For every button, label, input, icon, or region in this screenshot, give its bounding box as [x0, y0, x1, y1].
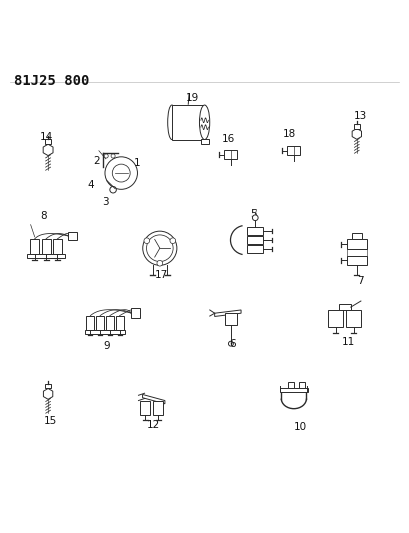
Bar — [347, 249, 367, 255]
Circle shape — [157, 261, 163, 266]
Circle shape — [143, 231, 177, 265]
Bar — [27, 254, 65, 259]
Bar — [153, 401, 163, 415]
Circle shape — [146, 235, 173, 262]
Bar — [225, 313, 236, 326]
Text: 7: 7 — [357, 276, 364, 286]
Polygon shape — [43, 389, 53, 399]
Bar — [106, 316, 114, 330]
Text: 81J25 800: 81J25 800 — [13, 74, 89, 87]
Bar — [53, 239, 62, 254]
Text: 6: 6 — [229, 338, 236, 349]
Bar — [225, 150, 237, 159]
Circle shape — [252, 215, 258, 221]
Polygon shape — [352, 128, 362, 139]
Bar — [201, 139, 209, 144]
Circle shape — [144, 238, 150, 244]
Text: 11: 11 — [342, 337, 355, 346]
Bar — [339, 304, 351, 310]
Bar — [346, 310, 361, 327]
Text: 5: 5 — [250, 209, 256, 219]
Bar — [247, 236, 263, 244]
Circle shape — [170, 238, 175, 244]
Circle shape — [104, 154, 108, 158]
Bar — [96, 316, 104, 330]
Text: 12: 12 — [147, 420, 160, 430]
Bar — [85, 330, 125, 334]
Bar — [288, 146, 300, 155]
Bar — [247, 245, 263, 253]
Text: 1: 1 — [134, 158, 141, 168]
Bar — [86, 316, 94, 330]
Bar — [299, 382, 305, 388]
Text: 18: 18 — [283, 130, 297, 140]
Bar — [347, 255, 367, 265]
Bar — [288, 382, 294, 388]
Circle shape — [111, 154, 115, 158]
Text: 9: 9 — [104, 341, 110, 351]
Bar — [67, 232, 76, 240]
Ellipse shape — [200, 105, 210, 140]
Bar — [280, 388, 308, 392]
Bar — [172, 105, 204, 140]
Text: 16: 16 — [222, 134, 236, 143]
Bar — [354, 124, 360, 128]
Circle shape — [112, 164, 130, 182]
Circle shape — [105, 157, 137, 189]
Bar — [45, 139, 52, 144]
Text: 3: 3 — [102, 197, 108, 206]
Circle shape — [110, 187, 116, 193]
Bar — [42, 239, 51, 254]
Text: 10: 10 — [293, 422, 306, 432]
Text: 13: 13 — [354, 111, 368, 121]
Polygon shape — [143, 394, 165, 404]
Text: 2: 2 — [94, 156, 100, 166]
Polygon shape — [43, 144, 53, 156]
Text: 19: 19 — [186, 93, 199, 103]
Bar — [347, 239, 367, 249]
Text: 4: 4 — [88, 180, 94, 190]
Text: 15: 15 — [43, 416, 57, 426]
Bar — [45, 384, 51, 389]
Text: 17: 17 — [155, 270, 169, 280]
Bar — [247, 227, 263, 235]
Circle shape — [229, 341, 234, 346]
Bar — [140, 401, 150, 415]
Polygon shape — [215, 310, 241, 317]
Ellipse shape — [168, 105, 176, 140]
Bar — [115, 316, 124, 330]
Text: 14: 14 — [39, 132, 53, 141]
Bar — [352, 233, 362, 239]
Text: 8: 8 — [41, 211, 47, 221]
Bar — [131, 309, 140, 318]
Bar — [328, 310, 343, 327]
Bar — [30, 239, 39, 254]
